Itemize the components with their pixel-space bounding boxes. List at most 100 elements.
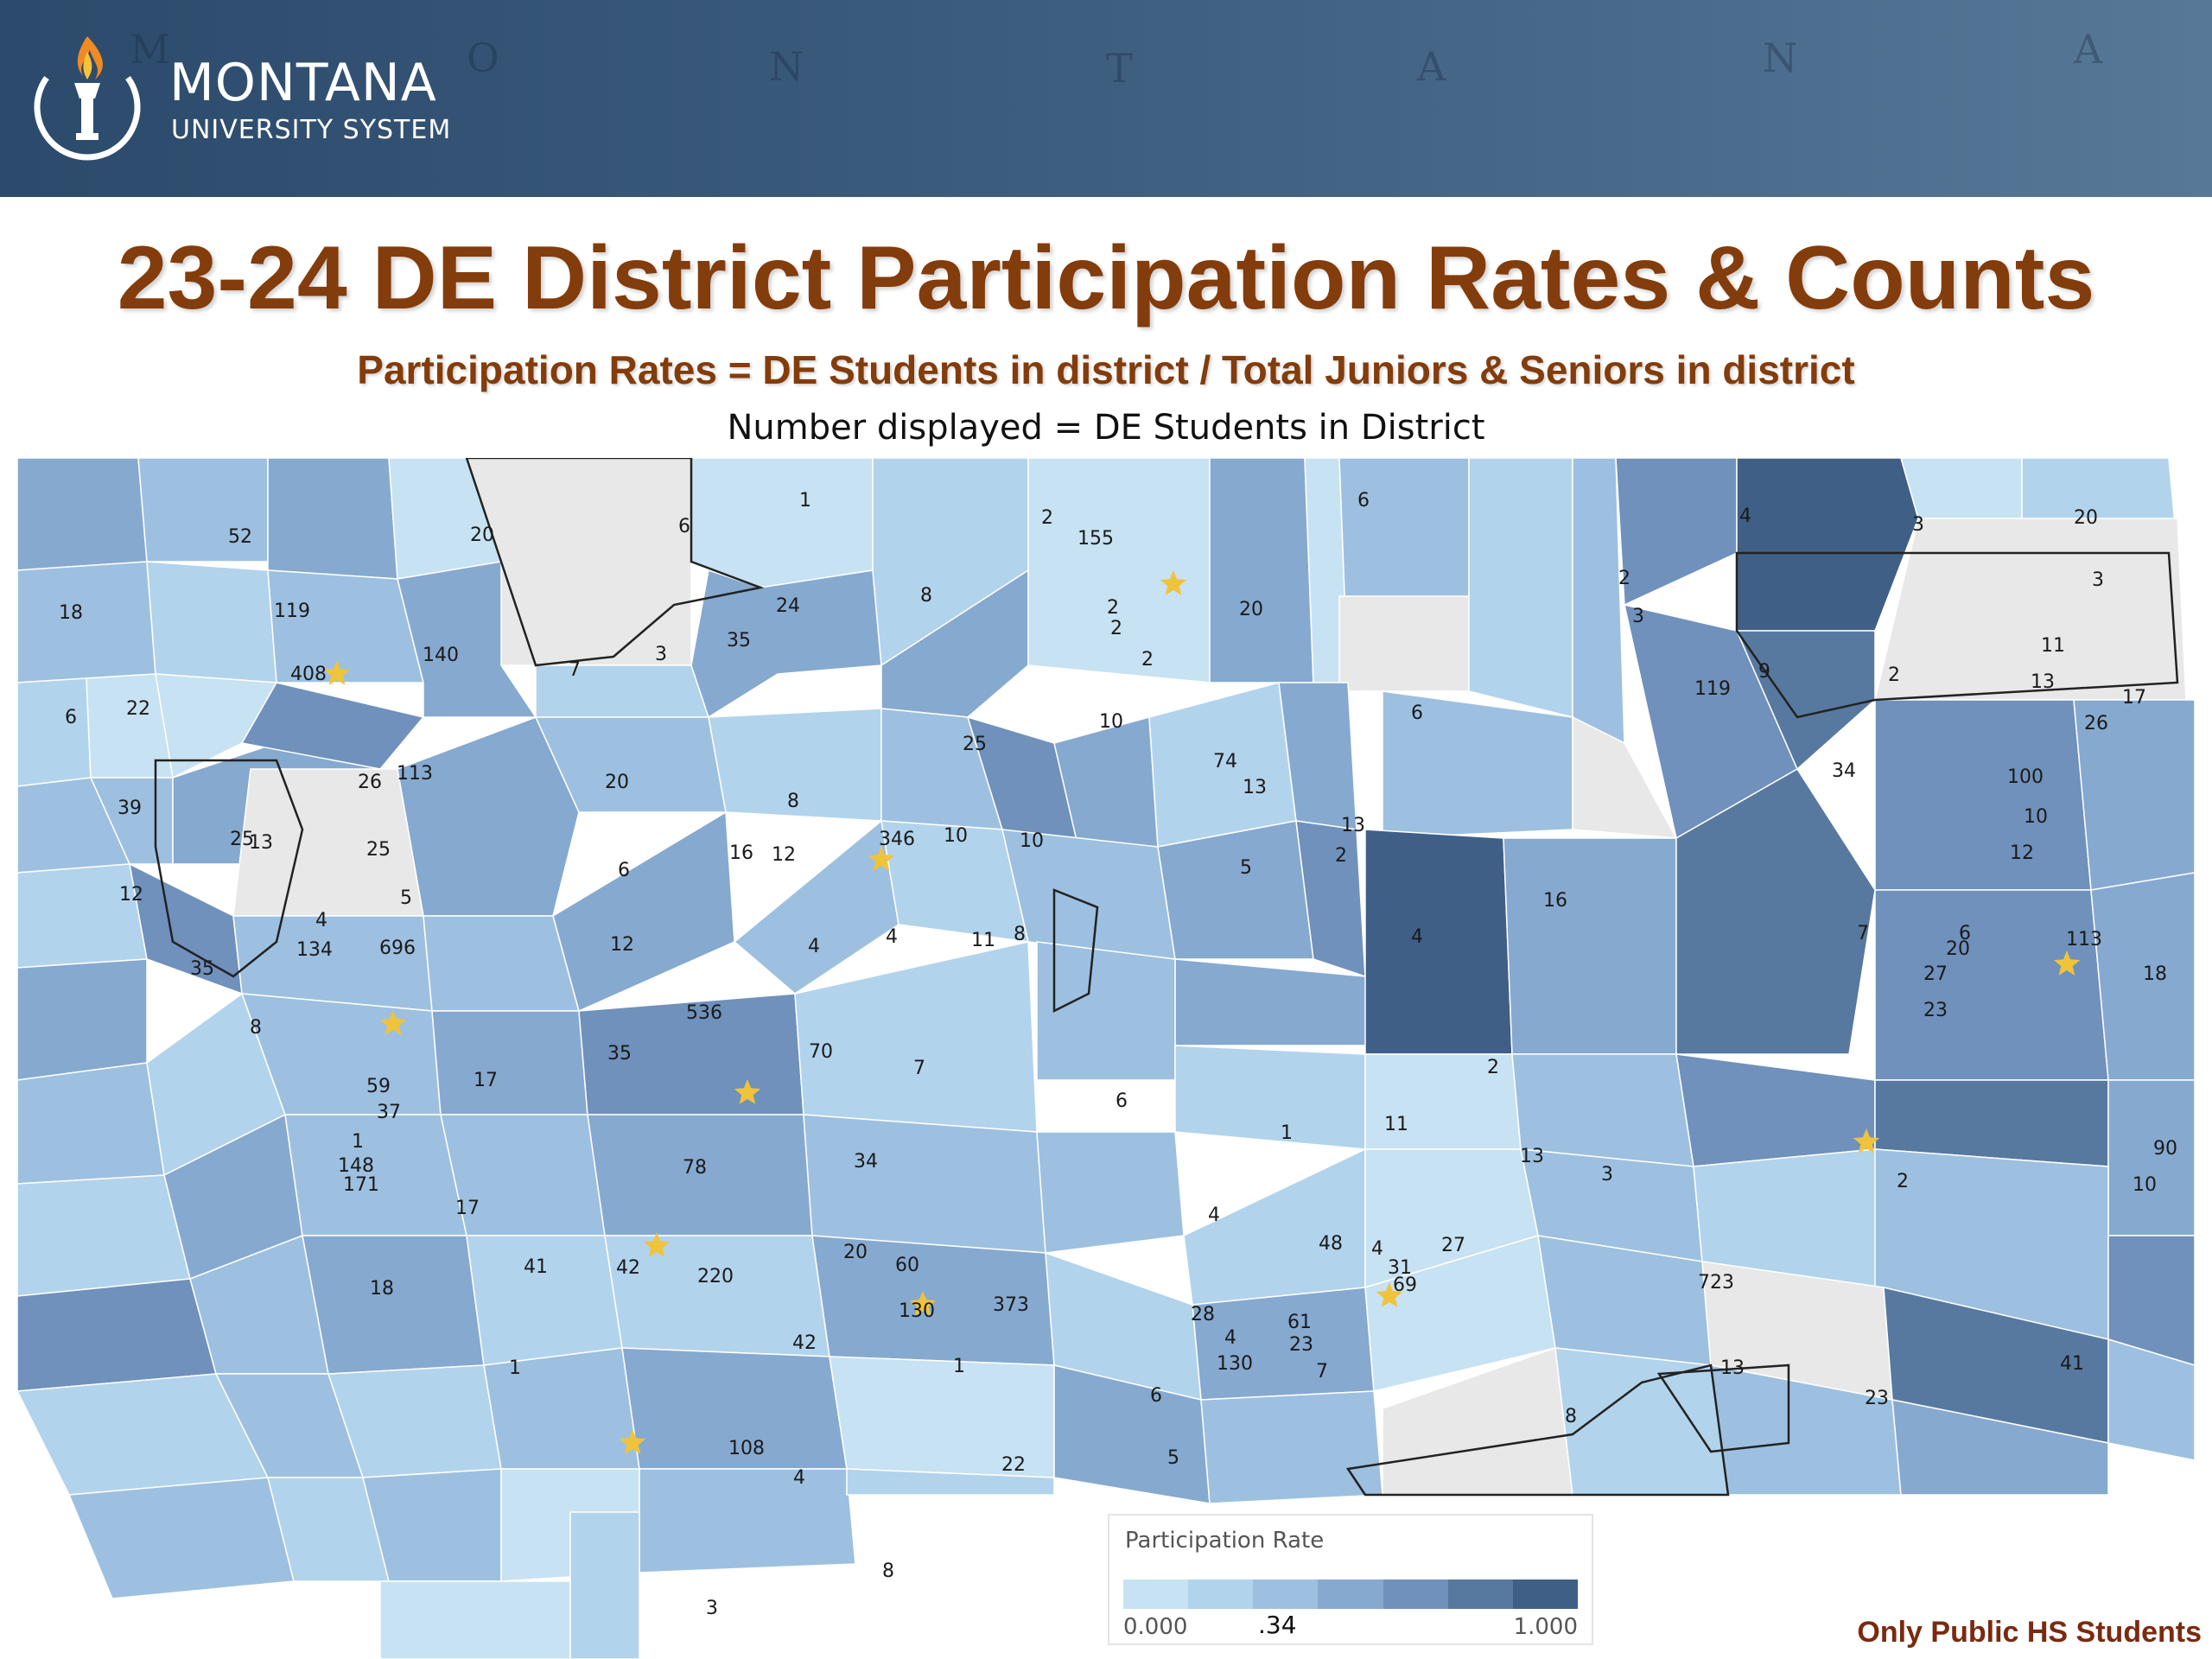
district-shape <box>880 569 1029 718</box>
legend-swatch <box>1318 1580 1384 1609</box>
district-shape <box>1338 595 1470 692</box>
district-shape <box>1874 889 2109 1081</box>
district-shape <box>466 1235 623 1366</box>
district-count-label: 6 <box>1411 702 1423 724</box>
district-count-label: 4 <box>1208 1205 1220 1226</box>
district-count-label: 3 <box>1601 1164 1613 1185</box>
district-count-label: 11 <box>2041 635 2065 657</box>
region-outline <box>1735 551 2179 719</box>
district-shape <box>535 664 710 718</box>
region-outline <box>465 458 765 667</box>
district-count-label: 130 <box>899 1300 935 1322</box>
district-count-label: 171 <box>343 1174 379 1196</box>
district-count-label: 10 <box>944 825 968 847</box>
district-count-label: 18 <box>2143 963 2167 985</box>
district-count-label: 1 <box>352 1131 364 1153</box>
district-shape <box>17 958 148 1081</box>
district-count-label: 20 <box>470 524 494 546</box>
district-shape <box>1192 1287 1375 1401</box>
district-count-label: 27 <box>1441 1235 1465 1256</box>
district-count-label: 24 <box>776 595 800 617</box>
legend-swatch <box>1188 1580 1254 1609</box>
map-caption: Number displayed = DE Students in Distri… <box>727 408 1485 448</box>
district-count-label: 4 <box>315 910 327 931</box>
district-shape <box>17 1062 165 1185</box>
district-shape <box>1675 767 1876 1055</box>
district-shape <box>1036 1131 1185 1254</box>
district-shape <box>397 716 580 917</box>
district-count-label: 9 <box>1758 661 1770 683</box>
district-count-label: 13 <box>1341 815 1365 836</box>
district-count-label: 2 <box>1110 618 1122 639</box>
district-count-label: 3 <box>1632 606 1644 627</box>
district-count-label: 25 <box>230 829 254 850</box>
district-count-label: 696 <box>379 938 416 959</box>
district-shape <box>2107 1235 2195 1366</box>
district-count-label: 17 <box>474 1070 498 1091</box>
district-shape <box>17 561 156 683</box>
map-legend: Participation Rate 0.000 .34 1.000 <box>1108 1514 1593 1645</box>
district-count-label: 52 <box>228 526 252 548</box>
district-shape <box>1900 458 2023 519</box>
legend-swatch <box>1123 1580 1189 1609</box>
background-letter: M <box>130 26 175 73</box>
district-count-label: 26 <box>358 772 382 793</box>
page-title: 23-24 DE District Participation Rates & … <box>117 228 2095 328</box>
district-count-label: 12 <box>772 844 796 866</box>
district-count-label: 31 <box>1388 1257 1412 1279</box>
region-outlines <box>154 458 2179 1497</box>
district-count-label: 12 <box>2010 842 2034 864</box>
region-outline <box>1656 1363 1790 1453</box>
district-shape <box>423 915 580 1012</box>
district-shape <box>17 863 148 969</box>
district-shape <box>2107 1338 2195 1461</box>
district-count-label: 130 <box>1217 1353 1253 1375</box>
footnote: Only Public HS Students <box>1857 1616 2202 1649</box>
district-count-label: 119 <box>1694 678 1731 700</box>
district-shape <box>1209 458 1314 683</box>
district-shape <box>379 1580 571 1659</box>
district-shape <box>1675 1053 1876 1167</box>
legend-swatch <box>1253 1580 1319 1609</box>
district-shape <box>1503 837 1677 1055</box>
district-count-label: 4 <box>793 1467 805 1489</box>
city-star-icon <box>619 1429 646 1454</box>
district-count-label: 59 <box>366 1076 391 1097</box>
district-count-label: 26 <box>2084 713 2108 734</box>
legend-swatch <box>1512 1580 1579 1609</box>
district-count-label: 41 <box>2060 1353 2084 1375</box>
district-count-label: 113 <box>2066 929 2102 950</box>
district-count-label: 6 <box>678 516 690 537</box>
district-shape <box>552 810 735 1013</box>
district-count-label: 2 <box>1888 664 1900 686</box>
district-count-label: 3 <box>655 644 667 665</box>
district-count-label: 39 <box>118 798 142 819</box>
district-count-label: 2 <box>1041 507 1053 529</box>
city-star-icon <box>868 846 895 871</box>
district-count-label: 8 <box>1565 1406 1577 1427</box>
district-count-label: 6 <box>1959 923 1971 944</box>
district-count-label: 16 <box>729 842 753 864</box>
district-count-label: 90 <box>2153 1138 2177 1160</box>
district-shape <box>1572 458 1625 745</box>
district-count-label: 18 <box>59 602 83 624</box>
district-count-label: 12 <box>119 884 143 906</box>
district-count-label: 6 <box>618 860 630 881</box>
district-count-label: 12 <box>610 934 634 956</box>
district-shape <box>1027 458 1211 683</box>
city-star-icon <box>1853 1128 1880 1154</box>
district-shape <box>794 941 1038 1133</box>
district-count-label: 108 <box>728 1438 765 1459</box>
legend-color-ramp <box>1123 1580 1579 1609</box>
district-shape <box>431 1010 588 1116</box>
district-count-label: 10 <box>2024 806 2048 828</box>
district-count-label: 7 <box>569 659 581 681</box>
district-count-label: 119 <box>274 601 310 622</box>
district-count-label: 17 <box>2122 687 2146 709</box>
legend-title: Participation Rate <box>1125 1528 1325 1554</box>
page-subtitle: Participation Rates = DE Students in dis… <box>357 347 1855 392</box>
district-count-label: 48 <box>1319 1233 1343 1255</box>
district-count-label: 8 <box>1014 924 1026 945</box>
district-count-label: 408 <box>290 664 327 685</box>
